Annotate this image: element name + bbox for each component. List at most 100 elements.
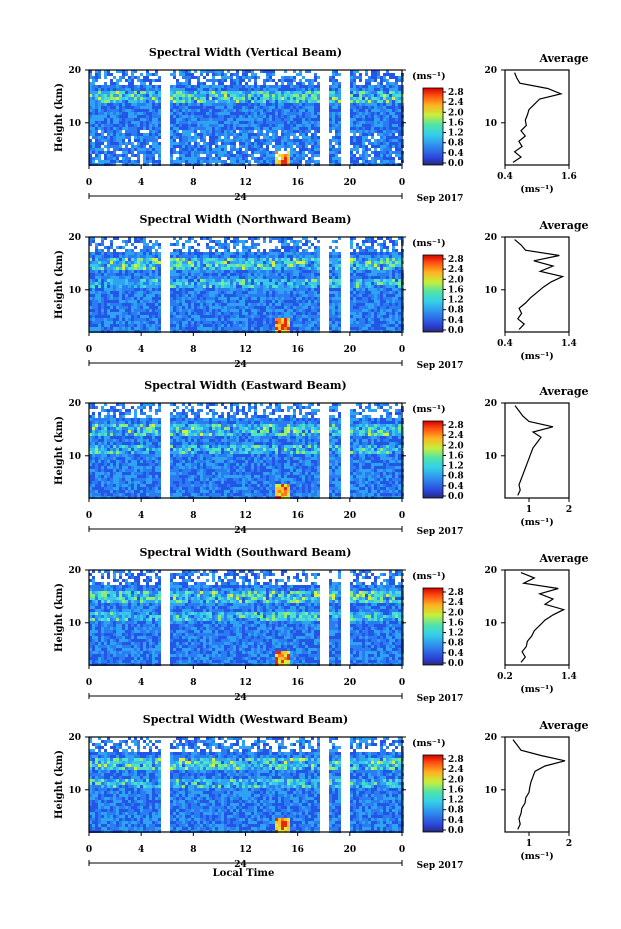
heatmap-cell [302,303,305,306]
heatmap-cell [293,282,296,285]
heatmap-cell [380,148,383,151]
heatmap-cell [398,94,401,97]
heatmap-cell [350,151,353,154]
heatmap-cell [377,106,380,109]
heatmap-cell [386,73,389,76]
heatmap-cell [299,288,302,291]
heatmap-cell [362,136,365,139]
heatmap-cell [140,324,143,327]
heatmap-cell [209,315,212,318]
heatmap-cell [332,79,335,82]
heatmap-cell [302,252,305,255]
heatmap-cell [242,130,245,133]
heatmap-cell [149,160,152,163]
heatmap-cell [179,157,182,160]
heatmap-cell [92,288,95,291]
heatmap-cell [89,133,92,136]
heatmap-cell [290,157,293,160]
heatmap-cell [398,121,401,124]
heatmap-cell [104,252,107,255]
heatmap-cell [119,288,122,291]
heatmap-cell [122,297,125,300]
heatmap-cell [386,136,389,139]
heatmap-cell [386,79,389,82]
heatmap-cell [395,127,398,130]
heatmap-cell [272,94,275,97]
heatmap-cell [290,294,293,297]
colorbar-tick-label: 2.8 [448,88,464,98]
heatmap-cell [260,106,263,109]
heatmap-cell [98,303,101,306]
heatmap-cell [191,148,194,151]
heatmap-cell [188,255,191,258]
heatmap-cell [110,276,113,279]
heatmap-cell [146,246,149,249]
heatmap-cell [317,109,320,112]
heatmap-cell [200,118,203,121]
heatmap-cell [257,148,260,151]
heatmap-cell [386,91,389,94]
heatmap-cell [95,94,98,97]
heatmap-cell [284,294,287,297]
heatmap-cell [362,124,365,127]
heatmap-cell [368,106,371,109]
heatmap-cell [107,321,110,324]
heatmap-cell [302,327,305,330]
heatmap-cell [299,97,302,100]
heatmap-cell [353,130,356,133]
heatmap-cell [359,130,362,133]
heatmap-cell [209,145,212,148]
heatmap-cell [125,279,128,282]
heatmap-cell [332,88,335,91]
heatmap-cell [380,88,383,91]
heatmap-cell [218,109,221,112]
heatmap-cell [188,139,191,142]
heatmap-cell [191,318,194,321]
heatmap-cell [212,258,215,261]
heatmap-cell [398,130,401,133]
heatmap-cell [269,103,272,106]
heatmap-cell [281,258,284,261]
heatmap-cell [308,115,311,118]
heatmap-cell [101,160,104,163]
heatmap-cell [305,103,308,106]
heatmap-cell [203,282,206,285]
heatmap-cell [173,267,176,270]
heatmap-cell [197,133,200,136]
heatmap-cell [314,279,317,282]
heatmap-cell [140,73,143,76]
heatmap-cell [110,252,113,255]
heatmap-cell [218,79,221,82]
heatmap-cell [137,112,140,115]
heatmap-cell [266,151,269,154]
heatmap-cell [284,243,287,246]
heatmap-cell [263,121,266,124]
heatmap-cell [119,103,122,106]
heatmap-cell [308,124,311,127]
heatmap-cell [230,300,233,303]
heatmap-cell [122,285,125,288]
heatmap-cell [281,291,284,294]
heatmap-cell [296,249,299,252]
heatmap-cell [269,276,272,279]
heatmap-cell [197,282,200,285]
heatmap-cell [131,85,134,88]
heatmap-cell [110,85,113,88]
heatmap-cell [314,154,317,157]
heatmap-cell [137,252,140,255]
heatmap-cell [179,73,182,76]
heatmap-cell [179,160,182,163]
heatmap-cell [116,300,119,303]
heatmap-cell [200,324,203,327]
heatmap-cell [131,133,134,136]
heatmap-cell [197,249,200,252]
heatmap-cell [281,130,284,133]
heatmap-cell [383,124,386,127]
heatmap-cell [209,282,212,285]
heatmap-cell [200,291,203,294]
heatmap-cell [212,106,215,109]
heatmap-cell [278,273,281,276]
heatmap-cell [155,285,158,288]
heatmap-cell [182,288,185,291]
heatmap-cell [182,145,185,148]
